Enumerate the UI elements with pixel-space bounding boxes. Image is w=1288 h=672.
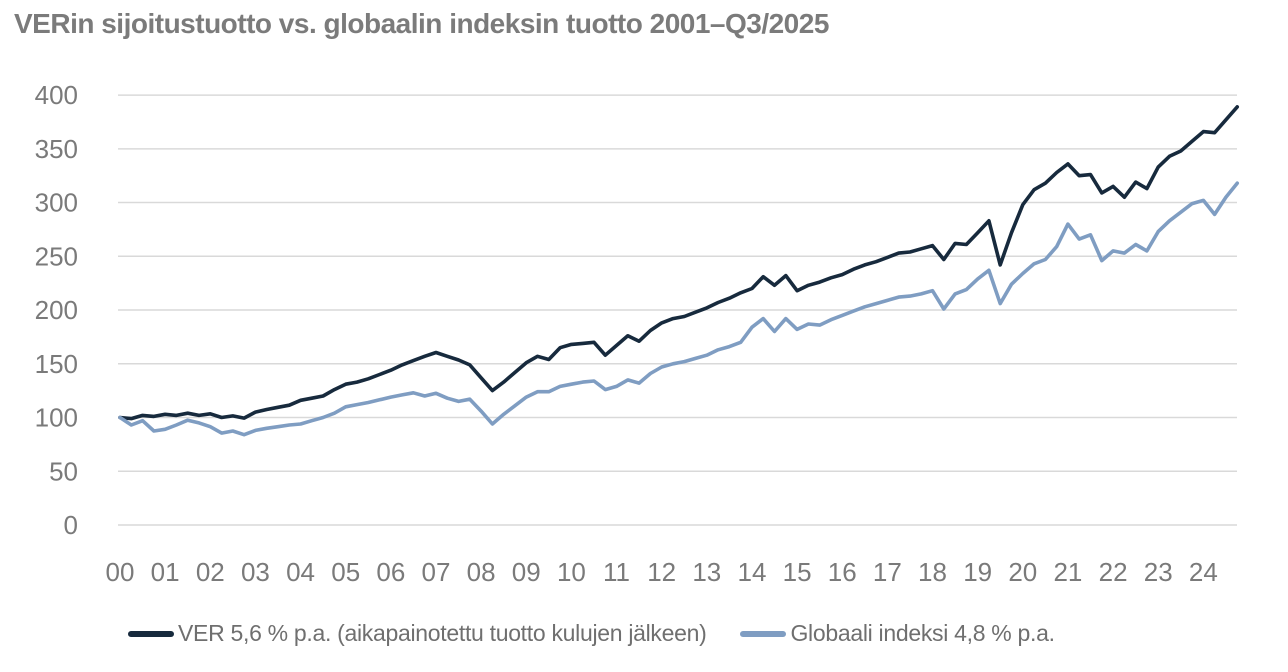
series-line-ver xyxy=(118,105,1239,421)
x-tick-label: 06 xyxy=(376,557,405,587)
x-tick-label: 10 xyxy=(557,557,586,587)
x-tick-label: 09 xyxy=(512,557,541,587)
x-tick-label: 15 xyxy=(783,557,812,587)
series-lines xyxy=(118,105,1239,437)
x-tick-label: 07 xyxy=(422,557,451,587)
x-tick-label: 01 xyxy=(151,557,180,587)
series-line-globaali-indeksi xyxy=(118,181,1239,437)
y-tick-label: 100 xyxy=(35,403,78,433)
x-tick-label: 12 xyxy=(647,557,676,587)
chart-title: VERin sijoitustuotto vs. globaalin indek… xyxy=(14,8,829,39)
x-tick-label: 23 xyxy=(1144,557,1173,587)
y-tick-label: 150 xyxy=(35,349,78,379)
x-tick-label: 08 xyxy=(467,557,496,587)
y-tick-label: 0 xyxy=(64,510,78,540)
x-tick-label: 14 xyxy=(737,557,766,587)
x-tick-label: 24 xyxy=(1189,557,1218,587)
global-line-swatch xyxy=(740,630,787,637)
x-tick-label: 22 xyxy=(1099,557,1128,587)
x-tick-label: 03 xyxy=(241,557,270,587)
y-axis-tick-labels: 0 50 100 150 200 250 300 350 400 xyxy=(35,80,78,540)
x-tick-label: 20 xyxy=(1008,557,1037,587)
x-tick-label: 02 xyxy=(196,557,225,587)
x-tick-label: 17 xyxy=(873,557,902,587)
y-tick-label: 350 xyxy=(35,134,78,164)
chart-legend: VER 5,6 % p.a. (aikapainotettu tuotto ku… xyxy=(128,620,1055,647)
x-tick-label: 04 xyxy=(286,557,315,587)
y-tick-label: 300 xyxy=(35,188,78,218)
x-tick-label: 13 xyxy=(692,557,721,587)
x-tick-label: 05 xyxy=(331,557,360,587)
x-tick-label: 19 xyxy=(963,557,992,587)
x-tick-label: 16 xyxy=(828,557,857,587)
x-tick-label: 00 xyxy=(106,557,135,587)
y-tick-label: 200 xyxy=(35,295,78,325)
legend-label-global: Globaali indeksi 4,8 % p.a. xyxy=(790,620,1055,646)
x-tick-label: 11 xyxy=(603,557,630,587)
x-tick-label: 18 xyxy=(918,557,947,587)
x-axis-tick-labels: 00 01 02 03 04 05 06 07 08 09 10 11 12 13 14 15 16 17 18 19… xyxy=(106,557,1218,587)
legend-item-ver: VER 5,6 % p.a. (aikapainotettu tuotto ku… xyxy=(128,620,707,647)
gridlines xyxy=(118,94,1237,526)
y-tick-label: 250 xyxy=(35,241,78,271)
legend-label-ver: VER 5,6 % p.a. (aikapainotettu tuotto ku… xyxy=(178,620,707,646)
x-tick-label: 21 xyxy=(1053,557,1082,587)
y-tick-label: 400 xyxy=(35,80,78,110)
ver-line-swatch xyxy=(128,630,174,637)
legend-item-global: Globaali indeksi 4,8 % p.a. xyxy=(740,620,1055,647)
y-tick-label: 50 xyxy=(49,456,78,486)
